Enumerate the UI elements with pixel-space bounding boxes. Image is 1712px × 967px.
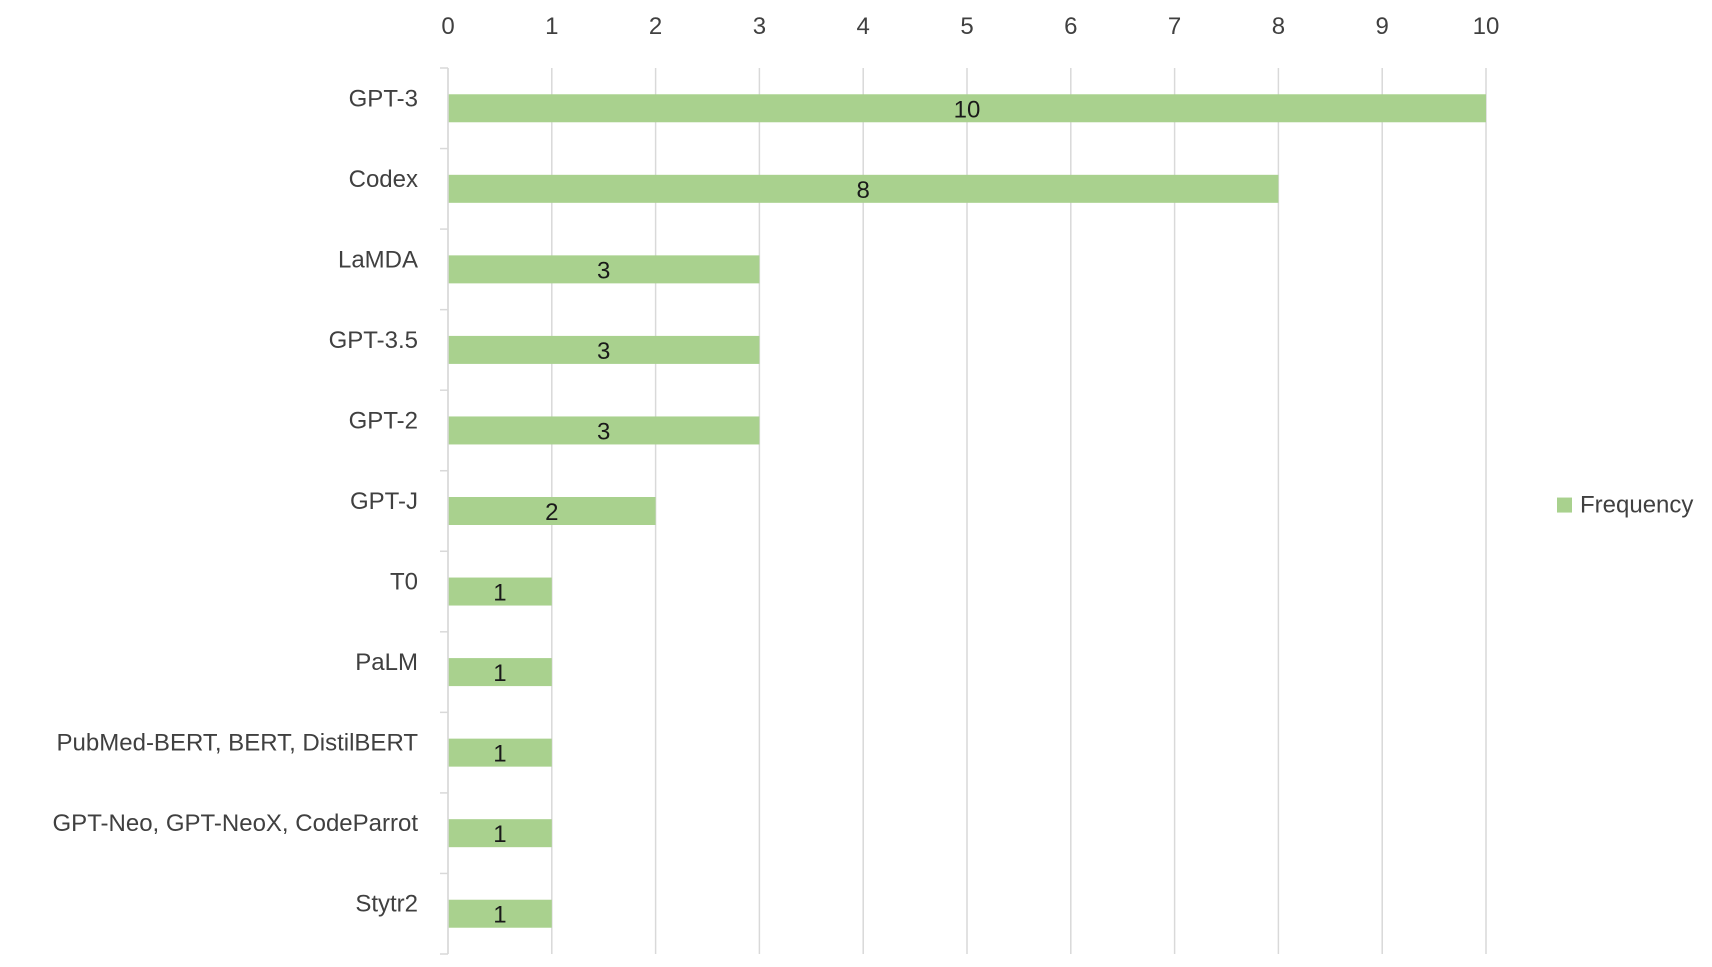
category-label: T0 bbox=[390, 569, 418, 596]
x-tick-label: 0 bbox=[441, 13, 454, 40]
data-label: 8 bbox=[857, 177, 870, 204]
bar bbox=[448, 577, 552, 606]
data-label: 2 bbox=[545, 499, 558, 526]
category-label: LaMDA bbox=[338, 246, 418, 273]
bar bbox=[448, 899, 552, 928]
category-label: GPT-J bbox=[350, 488, 418, 515]
data-label: 3 bbox=[597, 418, 610, 445]
data-label: 1 bbox=[493, 821, 506, 848]
x-tick-label: 9 bbox=[1376, 13, 1389, 40]
legend: Frequency bbox=[1557, 492, 1693, 519]
x-tick-label: 3 bbox=[753, 13, 766, 40]
data-label: 3 bbox=[597, 257, 610, 284]
data-label: 1 bbox=[493, 580, 506, 607]
x-axis: 0 1 2 3 4 5 6 7 8 9 10 bbox=[441, 13, 1499, 40]
category-label: PubMed-BERT, BERT, DistilBERT bbox=[57, 730, 419, 757]
data-label: 10 bbox=[954, 96, 981, 123]
bars: 10 8 3 3 3 2 1 1 1 1 1 bbox=[448, 94, 1486, 929]
data-label: 1 bbox=[493, 741, 506, 768]
category-label: Stytr2 bbox=[355, 891, 418, 918]
legend-label: Frequency bbox=[1580, 492, 1693, 519]
category-label: GPT-Neo, GPT-NeoX, CodeParrot bbox=[53, 810, 419, 837]
bar bbox=[448, 335, 760, 364]
bar bbox=[448, 658, 552, 687]
y-axis: GPT-3 Codex LaMDA GPT-3.5 GPT-2 GPT-J T0 PaLM Pu… bbox=[53, 67, 449, 955]
bar bbox=[448, 174, 1279, 203]
bar bbox=[448, 255, 760, 284]
gridlines bbox=[447, 68, 1487, 954]
x-tick-label: 6 bbox=[1064, 13, 1077, 40]
category-label: GPT-3 bbox=[349, 85, 418, 112]
data-label: 1 bbox=[493, 660, 506, 687]
category-label: GPT-2 bbox=[349, 407, 418, 434]
category-label: Codex bbox=[349, 166, 418, 193]
bar bbox=[448, 819, 552, 848]
category-label: GPT-3.5 bbox=[329, 327, 418, 354]
data-label: 1 bbox=[493, 902, 506, 929]
category-label: PaLM bbox=[355, 649, 418, 676]
legend-swatch bbox=[1557, 497, 1572, 513]
bar bbox=[448, 738, 552, 767]
bar bbox=[448, 94, 1486, 123]
x-tick-label: 4 bbox=[857, 13, 870, 40]
x-tick-label: 2 bbox=[649, 13, 662, 40]
bar bbox=[448, 416, 760, 445]
x-tick-label: 7 bbox=[1168, 13, 1181, 40]
x-tick-label: 8 bbox=[1272, 13, 1285, 40]
data-label: 3 bbox=[597, 338, 610, 365]
bar bbox=[448, 497, 656, 525]
x-tick-label: 10 bbox=[1473, 13, 1500, 40]
x-tick-label: 1 bbox=[545, 13, 558, 40]
x-tick-label: 5 bbox=[960, 13, 973, 40]
